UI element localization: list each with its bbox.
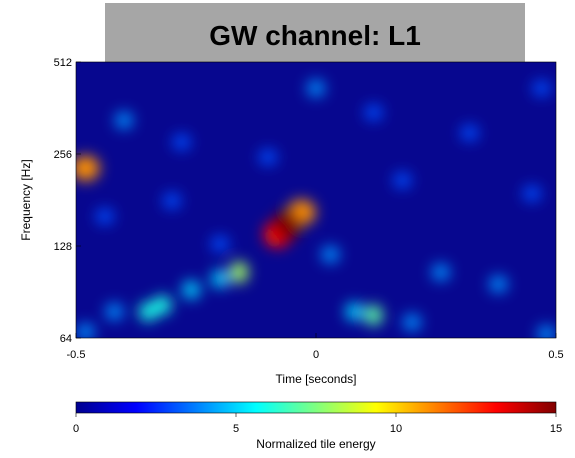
heatmap-cell: [182, 280, 201, 299]
x-axis: -0.5 0 0.5: [67, 333, 564, 361]
heatmap-cell: [393, 172, 412, 189]
heatmap-cell: [532, 80, 551, 97]
colorbar: [75, 401, 557, 414]
x-axis-label: Time [seconds]: [276, 372, 357, 386]
colorbar-tick-label: 15: [550, 423, 562, 435]
heatmap-cell: [460, 125, 479, 141]
heatmap-cell: [230, 261, 249, 284]
heatmap-cell: [153, 295, 172, 315]
colorbar-label: Normalized tile energy: [256, 437, 375, 451]
heatmap-cell: [523, 185, 541, 202]
x-tick-label: 0.5: [548, 349, 563, 361]
heatmap-features: [76, 79, 556, 338]
heatmap-cell: [95, 208, 114, 225]
y-tick-label: 64: [60, 333, 72, 345]
x-tick-label: 0: [313, 349, 319, 361]
title-banner: GW channel: L1: [105, 3, 525, 69]
heatmap-cell: [259, 149, 277, 165]
heatmap-cell: [163, 192, 181, 209]
y-tick-label: 256: [54, 149, 72, 161]
heatmap-cell: [115, 111, 133, 129]
heatmap-cell: [345, 302, 364, 321]
heatmap-cell: [364, 304, 383, 326]
heatmap-cell: [76, 323, 95, 338]
heatmap-cell: [211, 269, 229, 288]
heatmap-cell: [537, 325, 556, 338]
heatmap-cell: [321, 246, 340, 263]
heatmap-cell: [139, 302, 157, 322]
colorbar-tick-label: 0: [73, 423, 79, 435]
heatmap-cell: [431, 263, 450, 281]
y-tick-label: 128: [54, 241, 72, 253]
x-tick-label: -0.5: [67, 349, 86, 361]
colorbar-ticks: 0 5 10 15: [73, 413, 562, 435]
colorbar-tick-label: 10: [390, 423, 402, 435]
heatmap-cell: [105, 303, 124, 321]
heatmap-cell: [403, 313, 421, 331]
heatmap-cell: [489, 275, 508, 293]
y-axis-label: Frequency [Hz]: [19, 159, 33, 240]
chart-title: GW channel: L1: [209, 20, 421, 51]
heatmap-cell: [307, 79, 325, 97]
heatmap-cell: [76, 155, 100, 181]
heatmap-background: [76, 62, 556, 338]
colorbar-tick-label: 5: [233, 423, 239, 435]
heatmap-cell: [211, 236, 229, 252]
y-axis: 64 128 256 512: [54, 57, 81, 345]
heatmap-cell: [364, 104, 383, 121]
heatmap-cell: [273, 209, 302, 240]
heatmap-cell: [172, 134, 191, 150]
y-tick-label: 512: [54, 57, 72, 69]
